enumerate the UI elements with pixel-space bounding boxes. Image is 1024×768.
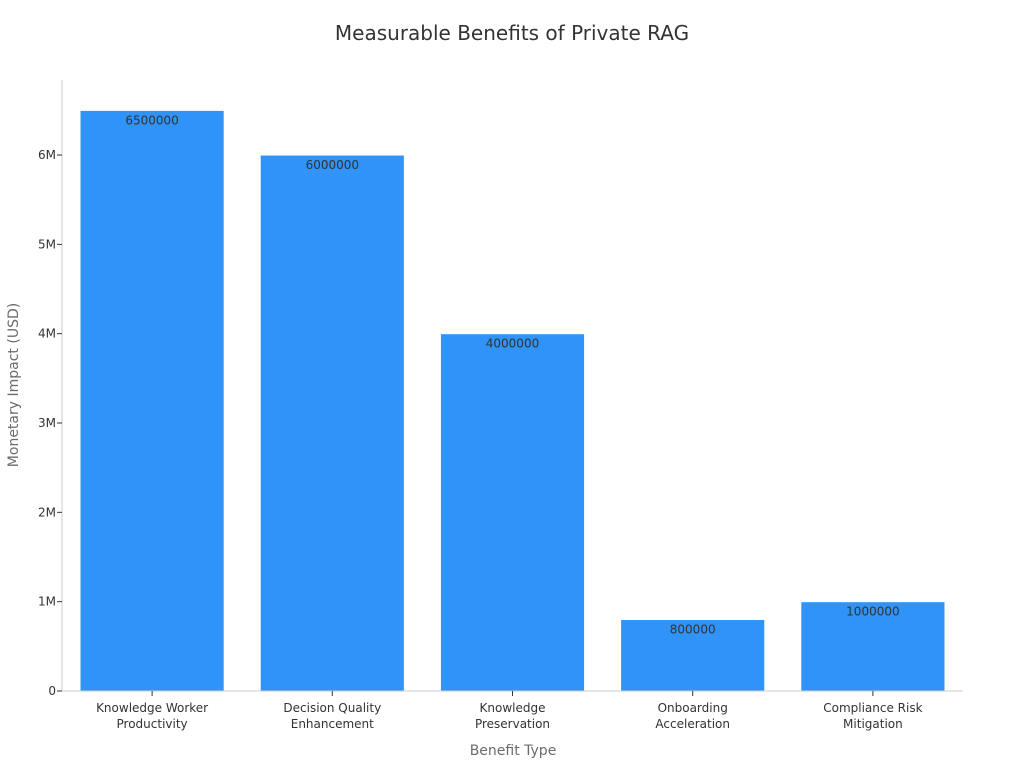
bar-value-label: 4000000 [486,337,539,351]
y-axis-ticks: 0 1M 2M 3M 4M 5M 6M [38,148,62,698]
bars-layer [79,109,946,692]
x-tick-label: Knowledge Preservation [475,701,550,731]
bar-value-label: 6000000 [306,158,359,172]
x-tick-label: Onboarding Acceleration [655,701,730,731]
bar [259,154,405,692]
y-tick-label: 4M [38,327,56,341]
x-axis-ticks: Knowledge Worker Productivity Decision Qua… [96,691,923,731]
y-axis-title: Monetary Impact (USD) [6,303,22,467]
y-tick-label: 6M [38,148,56,162]
y-tick-label: 2M [38,505,56,519]
x-tick-label: Decision Quality Enhancement [283,701,381,731]
bar-value-label: 800000 [670,623,716,637]
x-tick-label: Compliance Risk Mitigation [823,701,922,731]
y-tick-label: 3M [38,416,56,430]
bar [439,333,586,692]
bar [79,109,225,692]
bar [620,619,766,692]
bar-value-label: 6500000 [125,113,178,127]
x-tick-label: Knowledge Worker Productivity [96,701,208,731]
bar-labels-layer: 6500000 6000000 4000000 800000 1000000 [125,113,899,636]
chart-title: Measurable Benefits of Private RAG [335,21,689,45]
y-tick-label: 5M [38,237,56,251]
y-tick-label: 0 [48,684,56,698]
x-axis-title: Benefit Type [470,743,557,759]
bar [800,601,946,692]
bar-value-label: 1000000 [846,605,899,619]
y-tick-label: 1M [38,595,56,609]
